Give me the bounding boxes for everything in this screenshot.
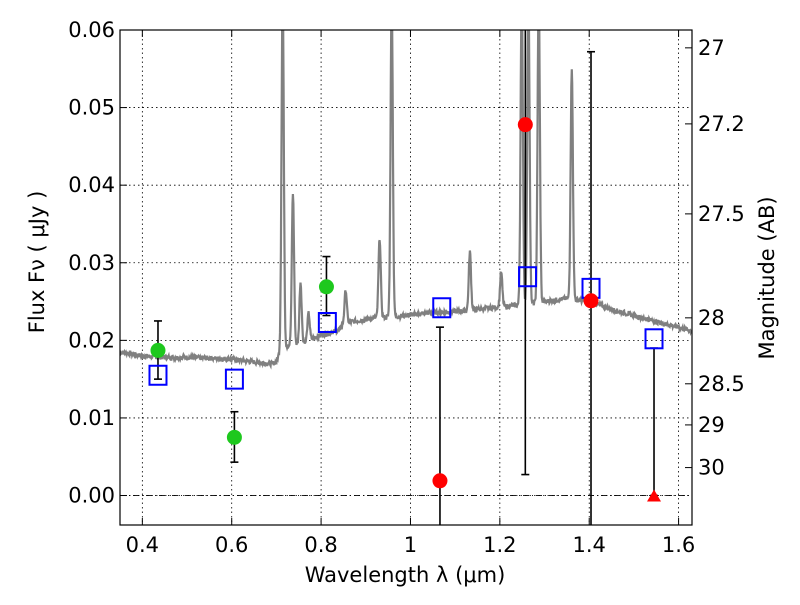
model-flux-box (224, 368, 244, 390)
y-tick-label: 0.03 (68, 251, 115, 275)
x-tick-label: 1.2 (483, 533, 516, 557)
y-tick-label: 0.00 (68, 484, 115, 508)
low-significance-point (583, 293, 599, 309)
right-tick-label: 27.5 (698, 202, 745, 226)
spectrum-line (120, 30, 692, 370)
right-tick-label: 28 (698, 306, 725, 330)
right-tick-label: 29 (698, 413, 725, 437)
grid-layer (120, 30, 692, 525)
model-flux-box (317, 312, 337, 333)
error-bar-layer (153, 30, 659, 525)
y-tick-label: 0.02 (68, 328, 115, 352)
right-tick-label: 27 (698, 36, 725, 60)
x-tick-label: 1.4 (573, 533, 606, 557)
x-tick-label: 0.4 (126, 533, 159, 557)
right-axis-title: Magnitude (AB) (755, 196, 779, 359)
detection-point (226, 429, 242, 445)
plot-frame (119, 29, 693, 526)
x-axis-title: Wavelength λ (μm) (305, 563, 506, 587)
x-tick-label: 1.6 (662, 533, 695, 557)
tick-layer (120, 29, 692, 525)
model-flux-box (518, 266, 538, 288)
y-tick-label: 0.04 (68, 173, 115, 197)
model-point-layer (148, 266, 664, 390)
y-tick-label: 0.01 (68, 406, 115, 430)
model-flux-box (432, 297, 452, 319)
y-tick-label: 0.05 (68, 96, 115, 120)
x-tick-label: 0.8 (304, 533, 337, 557)
right-tick-label: 30 (698, 456, 725, 480)
x-tick-label: 0.6 (215, 533, 248, 557)
detection-point (150, 342, 166, 358)
upper-limit-triangle (647, 489, 662, 502)
low-significance-point (432, 473, 448, 489)
model-flux-box (148, 364, 168, 386)
y-tick-label: 0.06 (68, 18, 115, 42)
x-tick-label: 1 (404, 533, 417, 557)
observed-point-layer (150, 117, 662, 502)
right-tick-label: 27.2 (698, 112, 745, 136)
spectrum-layer (120, 30, 692, 370)
tick-label-layer: 0.4 0.6 0.8 1 1.2 1.4 1.6 0.00 0.01 0.02 0.03 0.04 0… (68, 18, 745, 557)
model-flux-box (644, 328, 664, 350)
low-significance-point (517, 117, 533, 133)
detection-point (318, 279, 334, 295)
y-axis-title: Flux Fν ( μJy ) (25, 191, 49, 334)
right-tick-label: 28.5 (698, 372, 745, 396)
